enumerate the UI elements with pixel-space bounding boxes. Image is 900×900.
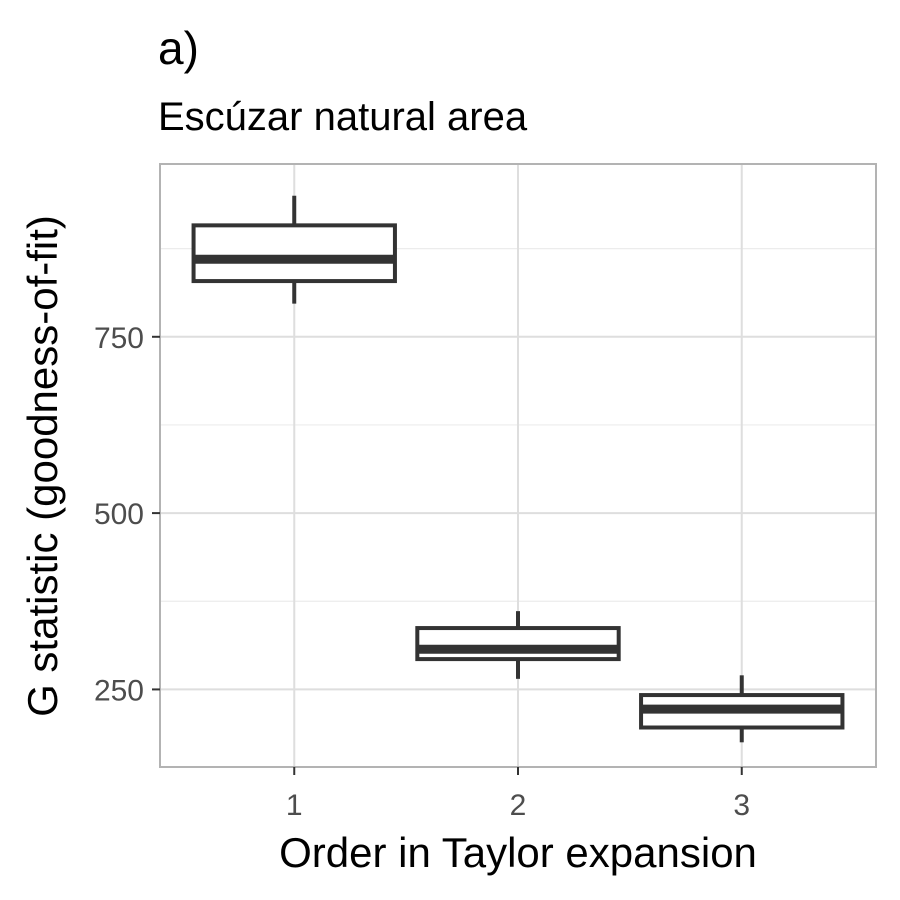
box-layer [191, 195, 845, 743]
y-axis-title: G statistic (goodness-of-fit) [19, 215, 66, 717]
boxplot-group-1 [191, 195, 397, 304]
chart-title: a) [158, 22, 199, 74]
boxplot-group-3 [639, 675, 845, 743]
chart-subtitle: Escúzar natural area [158, 95, 528, 139]
axis-layer: 250 500 750 1 2 3 [94, 322, 750, 822]
x-tick-label: 3 [733, 789, 750, 822]
y-tick-label: 750 [94, 322, 144, 355]
box-iqr [191, 223, 397, 284]
x-axis-title: Order in Taylor expansion [279, 829, 757, 876]
y-tick-label: 250 [94, 674, 144, 707]
x-tick-label: 1 [286, 789, 303, 822]
x-tick-label: 2 [510, 789, 527, 822]
box-iqr [415, 626, 621, 662]
boxplot-group-2 [415, 611, 621, 679]
y-tick-label: 500 [94, 498, 144, 531]
